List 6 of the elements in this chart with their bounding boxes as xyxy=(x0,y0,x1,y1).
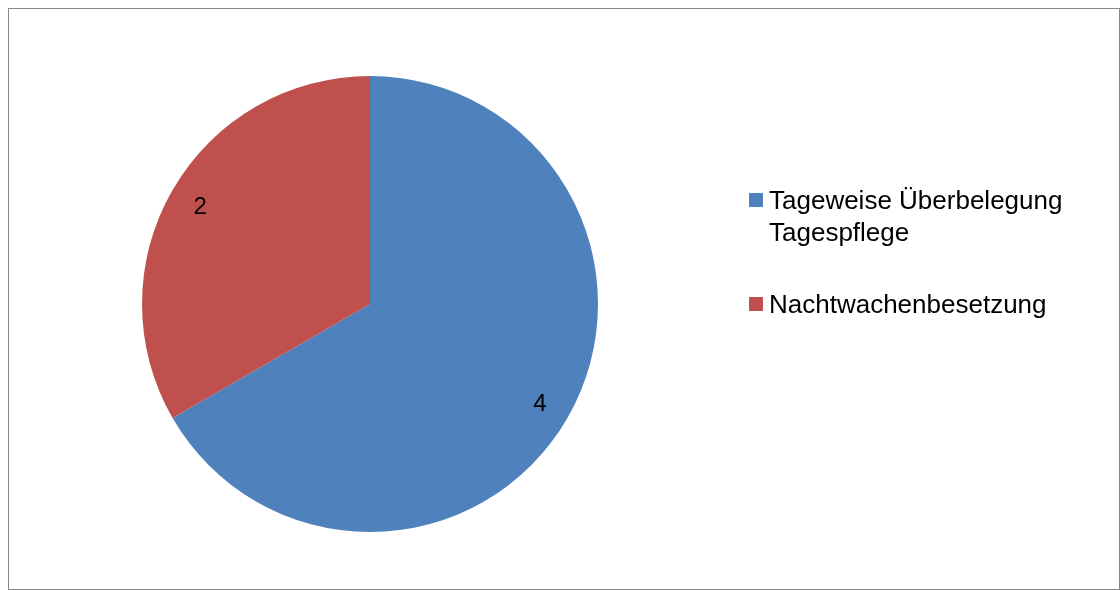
pie-slice xyxy=(142,76,370,418)
legend-label: Nachtwachenbesetzung xyxy=(769,288,1047,320)
legend-label: Tageweise Überbelegung Tagespflege xyxy=(769,184,1064,248)
data-label: 4 xyxy=(533,388,547,416)
data-label: 2 xyxy=(193,192,207,220)
pie-slice xyxy=(172,76,598,532)
